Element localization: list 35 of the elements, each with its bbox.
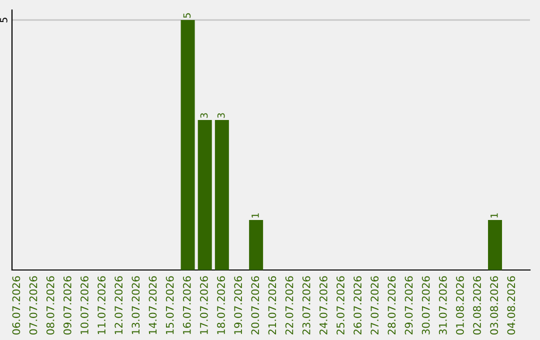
x-tick-label: 07.07.2026 bbox=[29, 276, 38, 335]
x-tick-label: 30.07.2026 bbox=[422, 276, 430, 334]
x-tick-label: 08.07.2026 bbox=[46, 276, 54, 335]
x-tick-label: 14.07.2026 bbox=[148, 276, 157, 334]
x-tick-label: 01.08.2026 bbox=[456, 276, 464, 335]
x-tick-label: 02.08.2026 bbox=[473, 276, 481, 335]
x-tick-label: 26.07.2026 bbox=[354, 276, 362, 334]
data-label: 5 bbox=[183, 13, 191, 18]
x-tick-label: 24.07.2026 bbox=[319, 276, 328, 334]
x-tick-label: 10.07.2026 bbox=[80, 276, 88, 334]
data-label: 1 bbox=[490, 213, 498, 218]
x-tick-label: 16.07.2026 bbox=[182, 276, 191, 334]
x-tick-label: 29.07.2026 bbox=[404, 276, 413, 334]
x-tick-label: 23.07.2026 bbox=[302, 276, 310, 334]
x-tick-label: 12.07.2026 bbox=[114, 276, 123, 334]
data-label: 1 bbox=[252, 213, 259, 218]
x-tick-label: 04.08.2026 bbox=[507, 276, 516, 335]
x-tick-label: 31.07.2026 bbox=[438, 276, 447, 334]
x-tick-label: 19.07.2026 bbox=[234, 276, 242, 334]
x-tick-label: 03.08.2026 bbox=[490, 276, 498, 335]
x-tick-label: 09.07.2026 bbox=[63, 276, 72, 335]
x-tick-label: 25.07.2026 bbox=[336, 276, 344, 334]
x-tick-label: 18.07.2026 bbox=[217, 276, 225, 334]
x-tick-label: 06.07.2026 bbox=[12, 276, 20, 335]
data-label: 3 bbox=[217, 113, 225, 118]
x-tick-label: 15.07.2026 bbox=[166, 276, 174, 334]
x-tick-label: 21.07.2026 bbox=[268, 276, 276, 334]
x-tick-label: 20.07.2026 bbox=[251, 276, 260, 334]
x-tick-label: 17.07.2026 bbox=[200, 276, 208, 334]
x-tick-label: 27.07.2026 bbox=[370, 276, 379, 334]
x-tick-label: 11.07.2026 bbox=[98, 276, 106, 334]
x-tick-label: 22.07.2026 bbox=[285, 276, 294, 334]
x-tick-label: 13.07.2026 bbox=[132, 276, 140, 334]
x-tick-label: 28.07.2026 bbox=[388, 276, 396, 334]
data-label: 3 bbox=[200, 113, 208, 118]
